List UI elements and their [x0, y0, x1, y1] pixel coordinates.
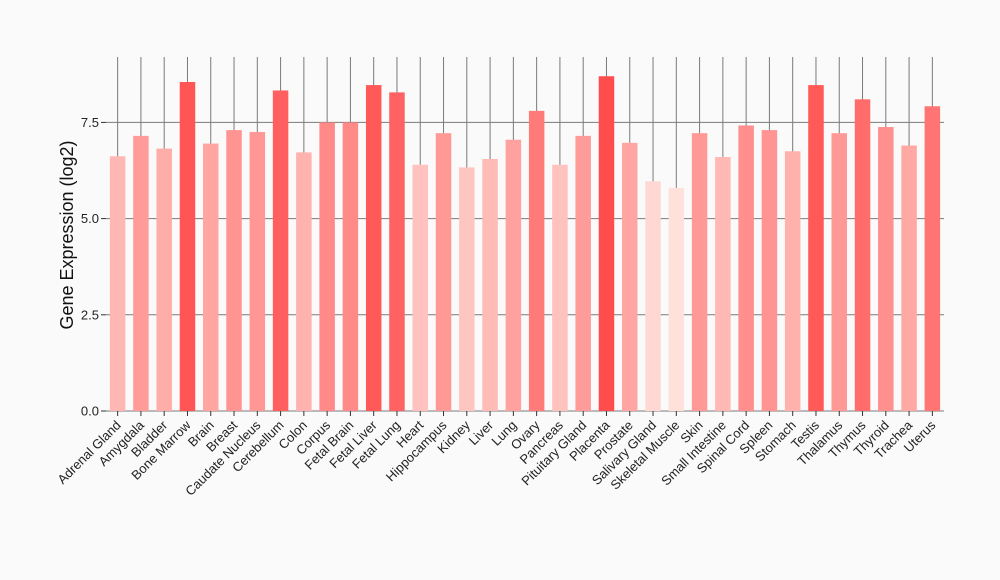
bar-prostate: [622, 142, 638, 411]
bar-fetal-lung: [389, 92, 405, 412]
bar-thyroid: [878, 127, 894, 412]
bar-fetal-liver: [365, 85, 382, 412]
y-axis-title: Gene Expression (log2): [57, 140, 77, 329]
bar-pituitary-gland: [575, 135, 591, 411]
bar-fetal-brain: [342, 122, 359, 412]
bar-stomach: [784, 151, 801, 412]
bar-uterus: [924, 106, 941, 412]
bar-layer: [109, 76, 941, 412]
bar-colon: [296, 152, 312, 411]
y-tick-label: 5.0: [81, 211, 99, 226]
bar-pancreas: [552, 164, 568, 411]
bar-salivary-gland: [645, 181, 661, 411]
y-tick-label: 0.0: [81, 404, 99, 419]
bar-kidney: [459, 167, 475, 411]
bar-placenta: [598, 76, 615, 411]
bar-lung: [505, 139, 522, 411]
bar-thalamus: [831, 133, 847, 411]
bar-adrenal-gland: [109, 156, 126, 411]
bar-spleen: [761, 130, 778, 411]
bar-spinal-cord: [738, 125, 754, 411]
bar-ovary: [528, 110, 545, 411]
bar-caudate-nucleus: [249, 132, 266, 412]
bar-brain: [203, 143, 219, 411]
bar-heart: [412, 164, 428, 411]
bar-skin: [691, 133, 708, 411]
bar-amygdala: [133, 135, 149, 411]
bar-hippocampus: [435, 133, 452, 411]
bar-corpus: [319, 122, 335, 412]
bar-bone-marrow: [179, 82, 196, 412]
bar-cerebellum: [272, 90, 289, 412]
bar-skeletal-muscle: [668, 187, 685, 411]
bar-small-intestine: [715, 157, 731, 411]
y-tick-label: 7.5: [81, 115, 99, 130]
bar-breast: [226, 130, 242, 411]
bar-liver: [482, 158, 498, 411]
bar-thymus: [854, 99, 871, 412]
bar-bladder: [156, 148, 172, 412]
bar-trachea: [901, 145, 917, 411]
y-tick-label: 2.5: [81, 307, 99, 322]
bar-testis: [808, 85, 824, 412]
